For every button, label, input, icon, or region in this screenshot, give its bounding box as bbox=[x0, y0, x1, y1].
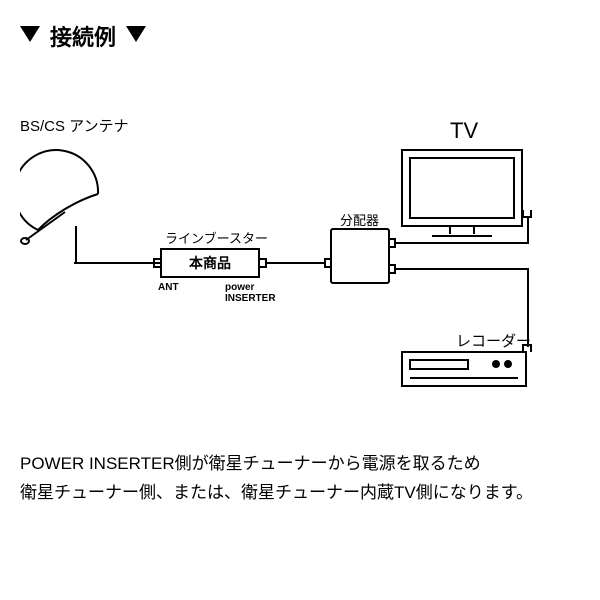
splitter-in-connector bbox=[324, 258, 330, 268]
splitter-box bbox=[330, 228, 390, 284]
footer-line1: POWER INSERTER側が衛星チューナーから電源を取るため bbox=[20, 450, 533, 479]
header: 接続例 bbox=[20, 20, 146, 52]
antenna-icon bbox=[20, 140, 115, 270]
booster-ant-label: ANT bbox=[158, 282, 179, 293]
tv-label: TV bbox=[450, 118, 478, 144]
footer-line2: 衛星チューナー側、または、衛星チューナー内蔵TV側になります。 bbox=[20, 479, 533, 508]
splitter-label: 分配器 bbox=[340, 210, 379, 229]
booster-power-line1: power bbox=[225, 282, 276, 293]
cable-splitter-tv bbox=[396, 218, 536, 248]
booster-caption: ラインブースター bbox=[165, 228, 268, 247]
booster-right-connector bbox=[260, 258, 267, 268]
booster-power-line2: INSERTER bbox=[225, 293, 276, 304]
booster-box: 本商品 bbox=[160, 248, 260, 278]
footer-text: POWER INSERTER側が衛星チューナーから電源を取るため 衛星チューナー… bbox=[20, 450, 533, 508]
diagram-canvas: 接続例 BS/CS アンテナ ラインブースター 本商品 ANT power IN… bbox=[0, 0, 600, 600]
booster-product-label: 本商品 bbox=[189, 253, 231, 273]
booster-power-label: power INSERTER bbox=[225, 282, 276, 304]
page-title: 接続例 bbox=[50, 20, 116, 52]
booster-left-connector bbox=[153, 258, 160, 268]
tv-connector bbox=[522, 210, 532, 218]
cable-antenna-booster bbox=[74, 260, 164, 270]
recorder-icon bbox=[400, 350, 530, 392]
antenna-label: BS/CS アンテナ bbox=[20, 115, 129, 136]
cable-splitter-recorder bbox=[396, 267, 536, 352]
triangle-left-icon bbox=[20, 26, 40, 46]
recorder-connector bbox=[522, 344, 532, 352]
cable-booster-splitter bbox=[267, 260, 327, 270]
triangle-right-icon bbox=[126, 26, 146, 46]
